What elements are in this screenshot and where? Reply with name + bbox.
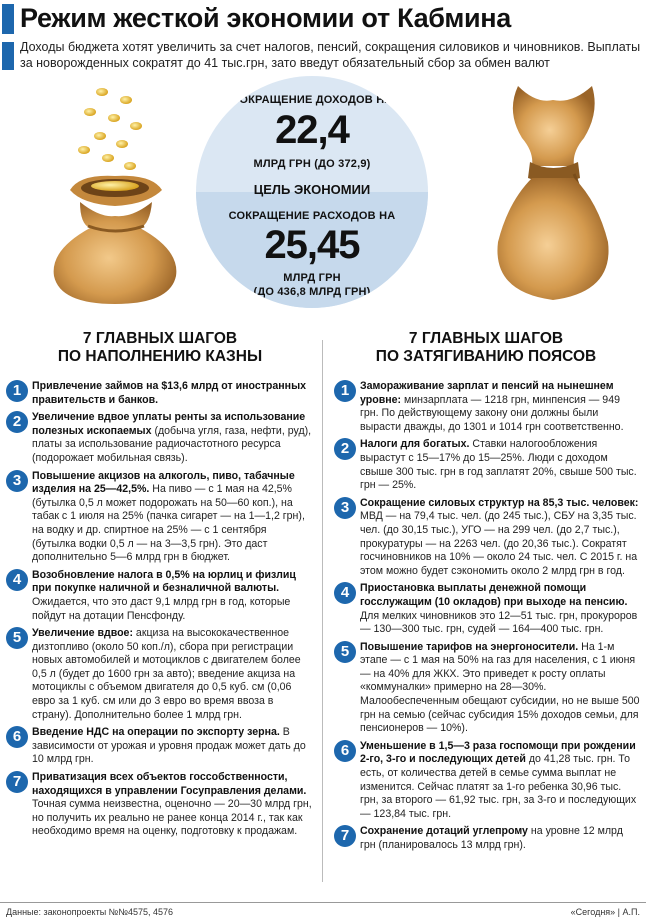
spending-cut-unit: МЛРД ГРН xyxy=(283,272,341,284)
list-item: 2 Увеличение вдвое уплаты ренты за испол… xyxy=(6,411,312,465)
list-item: 4 Возобновление налога в 0,5% на юрлиц и… xyxy=(6,568,312,623)
step-heading: Налоги для богатых. xyxy=(360,438,470,451)
savings-goal-label: ЦЕЛЬ ЭКОНОМИИ xyxy=(253,182,371,197)
step-text: на уровне 12 млрд грн (планировалось 13 … xyxy=(360,825,623,851)
step-number-badge: 5 xyxy=(6,627,28,650)
step-text: В зависимости от урожая и уровня продаж … xyxy=(32,726,306,766)
step-text: до 41,28 тыс. грн. То есть, от количеств… xyxy=(360,753,637,820)
revenue-cut-unit: МЛРД ГРН (ДО 372,9) xyxy=(253,158,371,170)
list-item: 2 Налоги для богатых. Ставки налогооблож… xyxy=(334,438,640,492)
step-text: МВД — на 79,4 тыс. чел. (до 245 тыс.), С… xyxy=(360,510,638,577)
left-column-heading: 7 ГЛАВНЫХ ШАГОВ ПО НАПОЛНЕНИЮ КАЗНЫ xyxy=(10,330,310,366)
list-item: 5 Увеличение вдвое: акциза на высококаче… xyxy=(6,627,312,722)
step-heading: Введение НДС на операции по экспорту зер… xyxy=(32,726,280,739)
money-bag-open-icon xyxy=(53,88,177,304)
spending-cut-value: 25,45 xyxy=(264,223,360,267)
data-source: Данные: законопроекты №№4575, 4576 xyxy=(6,907,174,917)
step-number-badge: 4 xyxy=(334,582,356,605)
step-number-badge: 6 xyxy=(334,739,356,762)
right-column-heading: 7 ГЛАВНЫХ ШАГОВ ПО ЗАТЯГИВАНИЮ ПОЯСОВ xyxy=(336,330,636,366)
list-item: 4 Приостановка выплаты денежной помощи г… xyxy=(334,582,640,636)
credit-line: «Сегодня» | А.П. xyxy=(570,907,640,917)
footer: Данные: законопроекты №№4575, 4576 «Сего… xyxy=(0,902,646,922)
step-heading: Повышение акцизов на алкоголь, пиво, таб… xyxy=(32,469,295,496)
step-text: На пиво — с 1 мая на 42,5% (бутылка 0,5 … xyxy=(32,483,305,564)
list-item: 5 Повышение тарифов на энергоносители. Н… xyxy=(334,640,640,736)
step-text: Для мелких чиновников это 12—51 тыс. грн… xyxy=(360,609,638,636)
right-steps-list: 1 Замораживание зарплат и пенсий на ныне… xyxy=(334,380,640,857)
step-number-badge: 1 xyxy=(334,380,356,402)
step-number-badge: 7 xyxy=(6,771,28,794)
page-title: Режим жесткой экономии от Кабмина xyxy=(20,3,512,33)
right-heading-line2: ПО ЗАТЯГИВАНИЮ ПОЯСОВ xyxy=(375,348,597,365)
list-item: 1 Замораживание зарплат и пенсий на ныне… xyxy=(334,380,640,434)
list-item: 3 Повышение акцизов на алкоголь, пиво, т… xyxy=(6,469,312,565)
step-number-badge: 1 xyxy=(6,380,28,402)
subtitle-accent xyxy=(2,42,14,70)
step-text: На 1-м этапе — с 1 мая на 50% на газ для… xyxy=(360,640,640,735)
step-heading: Увеличение вдвое: xyxy=(32,627,133,640)
column-divider xyxy=(322,340,323,882)
step-text: Точная сумма неизвестна, оценочно — 20—3… xyxy=(32,798,312,838)
step-number-badge: 3 xyxy=(6,469,28,492)
title-bar: Режим жесткой экономии от Кабмина xyxy=(0,0,646,38)
step-heading: Сокращение силовых структур на 85,3 тыс.… xyxy=(360,496,639,509)
step-heading: Возобновление налога в 0,5% на юрлиц и ф… xyxy=(32,568,296,595)
revenue-cut-value: 22,4 xyxy=(275,108,350,152)
list-item: 6 Введение НДС на операции по экспорту з… xyxy=(6,726,312,767)
step-number-badge: 6 xyxy=(6,726,28,749)
step-text: (добыча угля, газа, нефти, руд), платы з… xyxy=(32,424,312,464)
step-heading: Уменьшение в 1,5—3 раза госпомощи при ро… xyxy=(360,739,636,766)
step-number-badge: 5 xyxy=(334,640,356,663)
step-number-badge: 2 xyxy=(6,411,28,434)
step-number-badge: 2 xyxy=(334,438,356,461)
summary-circle: СОКРАЩЕНИЕ ДОХОДОВ НА 22,4 МЛРД ГРН (ДО … xyxy=(196,76,428,308)
step-heading: Замораживание зарплат и пенсий на нынешн… xyxy=(360,380,614,406)
list-item: 7 Сохранение дотаций углепрому на уровне… xyxy=(334,825,640,852)
list-item: 7 Приватизация всех объектов госсобствен… xyxy=(6,771,312,839)
circle-lower-half xyxy=(196,192,428,308)
spending-cut-label: СОКРАЩЕНИЕ РАСХОДОВ НА xyxy=(228,210,396,222)
title-accent xyxy=(2,4,14,34)
step-heading: Приостановка выплаты денежной помощи гос… xyxy=(360,582,628,608)
list-item: 1 Привлечение займов на $13,6 млрд от ин… xyxy=(6,380,312,407)
left-heading-line2: ПО НАПОЛНЕНИЮ КАЗНЫ xyxy=(57,348,263,365)
step-text: Ожидается, что это даст 9,1 млрд грн в г… xyxy=(32,595,291,622)
list-item: 6 Уменьшение в 1,5—3 раза госпомощи при … xyxy=(334,739,640,822)
step-heading: Повышение тарифов на энергоносители. xyxy=(360,640,579,653)
revenue-cut-label: СОКРАЩЕНИЕ ДОХОДОВ НА xyxy=(231,94,393,106)
step-number-badge: 3 xyxy=(334,496,356,519)
page-subtitle: Доходы бюджета хотят увеличить за счет н… xyxy=(20,40,641,70)
step-heading: Привлечение займов на $13,6 млрд от инос… xyxy=(32,380,307,406)
right-heading-line1: 7 ГЛАВНЫХ ШАГОВ xyxy=(408,330,564,347)
money-bag-tied-icon xyxy=(497,86,609,300)
step-number-badge: 7 xyxy=(334,825,356,848)
spending-cut-unit-detail: (ДО 436,8 МЛРД ГРН) xyxy=(253,286,371,298)
left-steps-list: 1 Привлечение займов на $13,6 млрд от ин… xyxy=(6,380,312,843)
step-text: акциза на высококачественное дизтопливо … xyxy=(32,627,301,721)
step-text: минзарплата — 1218 грн, минпенсия — 949 … xyxy=(360,393,624,433)
list-item: 3 Сокращение силовых структур на 85,3 ты… xyxy=(334,496,640,579)
step-text: Ставки налогообложения вырастут с 15—17%… xyxy=(360,438,637,492)
step-heading: Сохранение дотаций углепрому xyxy=(360,825,528,838)
step-number-badge: 4 xyxy=(6,568,28,591)
left-heading-line1: 7 ГЛАВНЫХ ШАГОВ xyxy=(82,330,238,347)
step-heading: Приватизация всех объектов госсобственно… xyxy=(32,771,307,797)
step-heading: Увеличение вдвое уплаты ренты за использ… xyxy=(32,411,306,437)
